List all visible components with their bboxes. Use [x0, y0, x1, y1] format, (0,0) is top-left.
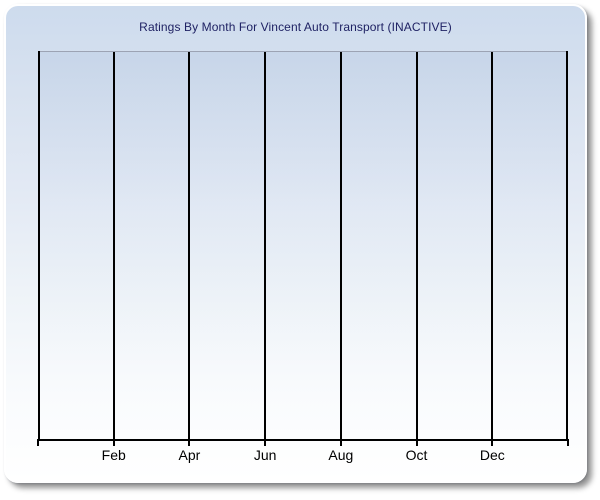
x-axis-label-jun: Jun	[253, 447, 277, 463]
x-axis-tick	[415, 441, 418, 446]
x-axis-label-apr: Apr	[178, 447, 201, 463]
x-axis-tick	[567, 441, 569, 446]
plot-right-border	[566, 51, 568, 441]
x-axis-tick	[264, 441, 267, 446]
gridline	[264, 52, 267, 441]
x-axis-label-oct: Oct	[405, 447, 428, 463]
x-axis-label-feb: Feb	[101, 447, 126, 463]
x-axis-tick	[339, 441, 342, 446]
gridline	[112, 52, 115, 441]
x-axis-line	[37, 439, 569, 441]
x-axis-tick	[188, 441, 191, 446]
x-axis-tick	[112, 441, 115, 446]
gridline	[415, 52, 418, 441]
plot-area: Feb Apr Jun Aug Oct Dec	[37, 51, 569, 463]
gridline	[339, 52, 342, 441]
x-axis-tick	[37, 441, 39, 446]
plot-top-border	[38, 51, 568, 52]
x-axis-tick	[491, 441, 494, 446]
ratings-chart-panel: Ratings By Month For Vincent Auto Transp…	[4, 4, 587, 483]
gridline	[188, 52, 191, 441]
gridline	[491, 52, 494, 441]
x-axis-label-aug: Aug	[328, 447, 354, 463]
x-axis-label-dec: Dec	[479, 447, 505, 463]
chart-title: Ratings By Month For Vincent Auto Transp…	[139, 20, 452, 34]
y-axis-line	[38, 51, 40, 441]
